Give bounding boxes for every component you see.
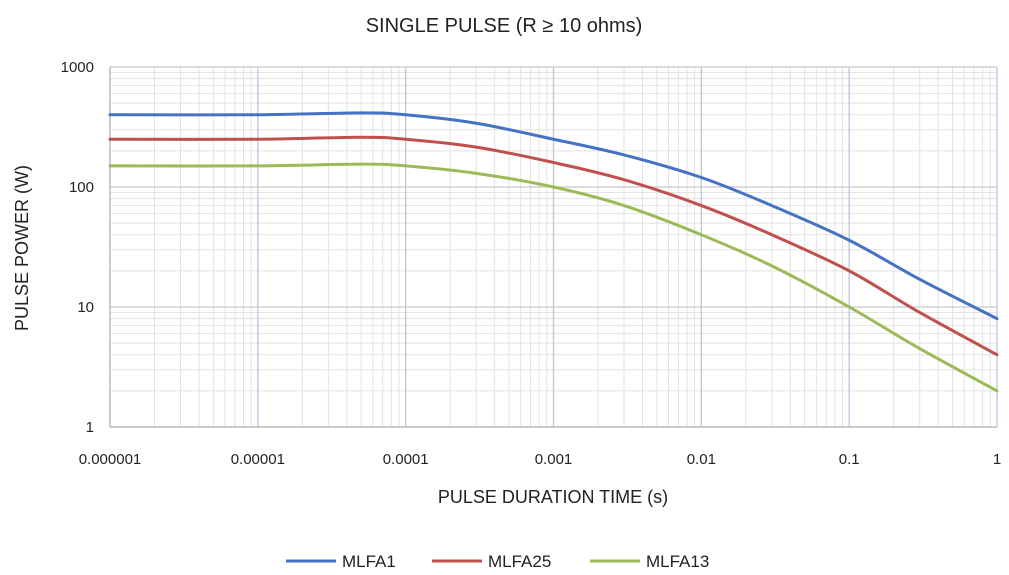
x-tick-label: 0.0001 (383, 451, 429, 468)
plot-area (109, 67, 997, 428)
legend-label-mlfa1: MLFA1 (342, 552, 396, 571)
x-tick-label: 0.00001 (231, 451, 285, 468)
x-tick-label: 0.1 (839, 451, 860, 468)
legend-label-mlfa13: MLFA13 (646, 552, 709, 571)
x-tick-label: 0.01 (687, 451, 716, 468)
legend-label-mlfa25: MLFA25 (488, 552, 551, 571)
y-axis-ticks: 1 10 100 1000 (61, 59, 94, 436)
series-lines (108, 111, 999, 393)
x-tick-label: 0.000001 (79, 451, 142, 468)
grid-lines (109, 66, 998, 428)
y-tick-label: 10 (77, 299, 94, 316)
x-tick-label: 0.001 (535, 451, 573, 468)
series-line-mlfa25 (108, 135, 999, 357)
y-tick-label: 1 (86, 419, 94, 436)
x-axis-ticks: 0.000001 0.00001 0.0001 0.001 0.01 0.1 1 (79, 451, 1001, 468)
x-axis-title: PULSE DURATION TIME (s) (438, 487, 668, 507)
y-axis-title: PULSE POWER (W) (12, 165, 32, 331)
series-line-mlfa13 (108, 162, 999, 393)
series-line-mlfa1 (108, 111, 999, 321)
x-tick-label: 1 (993, 451, 1001, 468)
y-tick-label: 100 (69, 179, 94, 196)
y-tick-label: 1000 (61, 59, 94, 76)
legend: MLFA1 MLFA25 MLFA13 (286, 552, 709, 571)
chart-title: SINGLE PULSE (R ≥ 10 ohms) (366, 15, 643, 37)
